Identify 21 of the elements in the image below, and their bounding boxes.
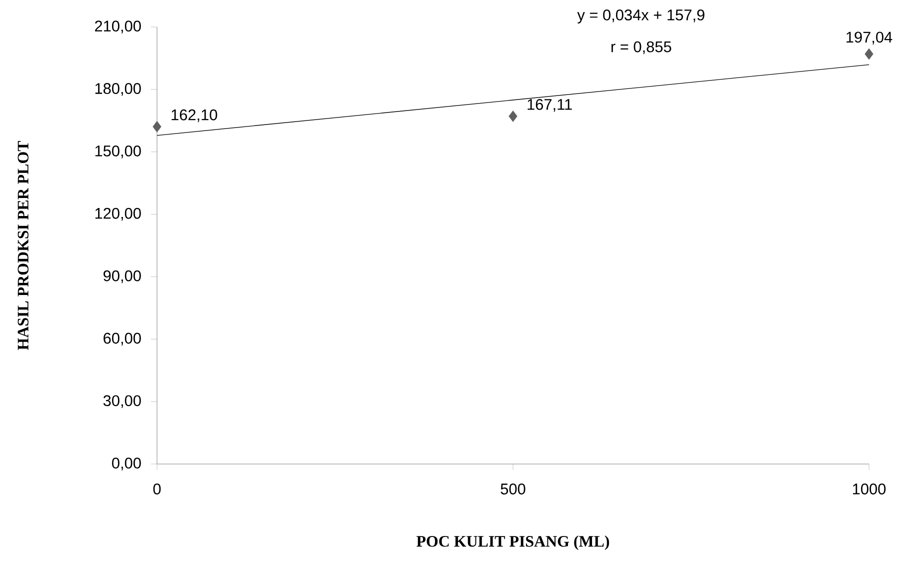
annotation: r = 0,855 [612, 41, 672, 54]
data-label: 167,11 [528, 98, 572, 112]
point [508, 110, 518, 122]
y-tick-label: 150,00 [95, 145, 141, 158]
x-axis-title: POC KULIT PISANG (ML) [416, 536, 610, 550]
x-tick-label: 1000 [853, 484, 886, 494]
point [152, 120, 162, 132]
data-label: 162,10 [172, 109, 218, 122]
x-tick-label: 0 [153, 484, 161, 494]
y-tick-label: 210,00 [95, 20, 141, 34]
y-axis-title: HASIL PRODKSI PER PLOT [18, 141, 28, 350]
x-tick-label: 500 [500, 484, 526, 494]
point [864, 48, 874, 60]
y-tick-label: 30,00 [103, 395, 141, 408]
y-tick-label: 60,00 [104, 332, 141, 346]
y-tick-label: 0,00 [112, 458, 141, 470]
y-tick-label: 90,00 [104, 270, 141, 284]
data-label: 197,04 [846, 32, 892, 44]
y-tick-label: 180,00 [95, 83, 141, 96]
y-tick-label: 120,00 [95, 208, 141, 221]
text: y = 0,034x + 157,9 [577, 9, 704, 24]
